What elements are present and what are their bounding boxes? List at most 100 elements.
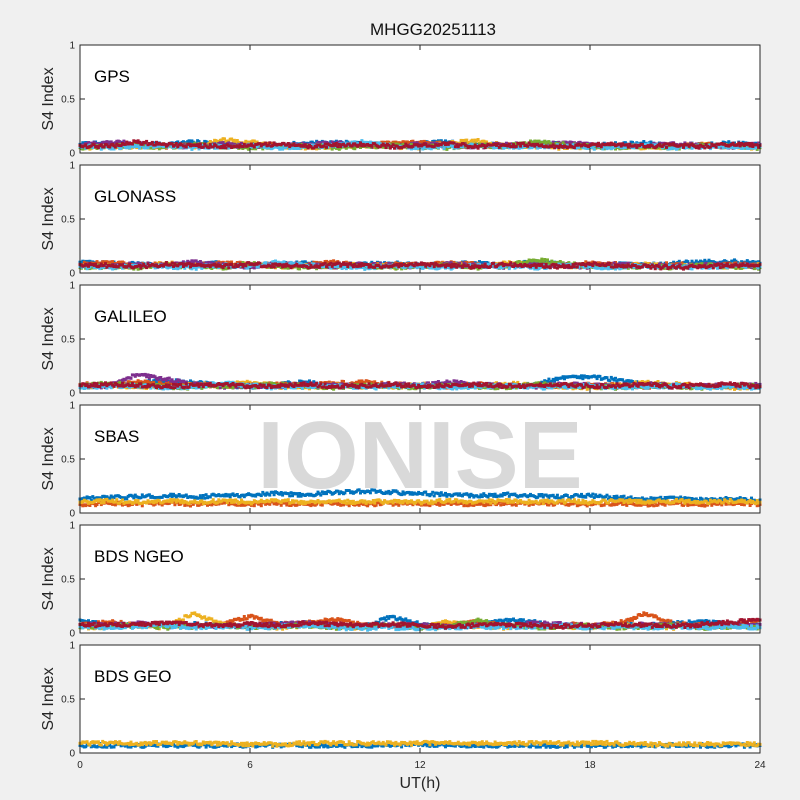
data-point <box>640 142 644 146</box>
data-point <box>204 140 208 144</box>
data-point <box>708 145 712 149</box>
data-point <box>258 142 262 146</box>
data-point <box>138 146 141 150</box>
data-point <box>510 145 514 149</box>
data-point <box>446 142 450 146</box>
data-point <box>751 260 755 263</box>
data-point <box>295 147 299 150</box>
data-point <box>543 139 547 143</box>
data-point <box>432 141 436 145</box>
data-point <box>733 146 736 150</box>
data-point <box>136 144 140 148</box>
data-point <box>694 259 698 263</box>
data-point <box>125 146 129 150</box>
data-point <box>748 260 752 264</box>
data-point <box>268 141 272 145</box>
data-point <box>285 143 289 147</box>
data-point <box>429 147 433 151</box>
data-point <box>339 140 343 144</box>
data-point <box>364 140 368 144</box>
data-point <box>153 143 157 147</box>
data-point <box>507 142 511 146</box>
data-point <box>465 144 469 148</box>
data-point <box>594 142 598 146</box>
data-point <box>485 140 489 144</box>
data-point <box>696 144 700 148</box>
data-point <box>193 141 197 145</box>
data-point <box>240 141 243 145</box>
plot-area <box>80 165 760 273</box>
data-point <box>370 144 374 148</box>
data-point <box>592 147 596 151</box>
data-point <box>757 145 761 149</box>
data-point <box>572 146 576 150</box>
data-point <box>393 146 396 150</box>
data-point <box>750 142 753 146</box>
data-point <box>517 146 521 150</box>
data-point <box>551 143 555 147</box>
plot-area <box>80 45 760 153</box>
data-point <box>92 143 96 147</box>
data-point <box>109 140 113 144</box>
data-point <box>359 141 362 145</box>
data-point <box>472 145 476 149</box>
data-point <box>264 141 268 145</box>
data-point <box>717 145 721 149</box>
data-point <box>742 144 746 148</box>
data-point <box>262 145 266 149</box>
data-point <box>748 144 752 148</box>
data-point <box>735 143 739 147</box>
data-point <box>140 142 144 146</box>
data-point <box>203 142 207 146</box>
data-point <box>218 141 222 145</box>
data-point <box>582 142 586 146</box>
data-point <box>567 145 571 149</box>
data-point <box>208 140 212 143</box>
data-point <box>621 146 625 150</box>
data-point <box>738 144 742 148</box>
data-point <box>249 142 253 146</box>
data-point <box>223 144 226 148</box>
data-point <box>439 143 443 147</box>
data-point <box>271 144 275 147</box>
data-point <box>315 145 319 149</box>
data-point <box>547 140 551 144</box>
data-point <box>391 143 395 147</box>
data-point <box>694 146 698 150</box>
data-point <box>207 146 211 150</box>
data-point <box>619 144 623 148</box>
y-tick-label: 1 <box>69 41 75 52</box>
data-point <box>89 144 93 148</box>
data-point <box>271 146 275 150</box>
data-point <box>138 140 141 144</box>
data-point <box>570 140 574 144</box>
data-point <box>322 144 326 148</box>
data-point <box>747 142 751 145</box>
data-point <box>415 141 419 145</box>
data-point <box>452 141 456 145</box>
data-point <box>578 140 582 144</box>
data-point <box>723 142 727 146</box>
data-point <box>568 143 572 147</box>
data-point <box>272 141 276 145</box>
data-point <box>384 146 388 150</box>
data-point <box>533 144 537 148</box>
data-point <box>333 143 337 147</box>
data-point <box>227 141 231 145</box>
data-point <box>353 147 357 151</box>
data-point <box>751 145 755 148</box>
data-point <box>465 138 469 142</box>
data-point <box>519 144 523 148</box>
data-point <box>553 146 557 150</box>
data-point <box>628 142 632 146</box>
data-point <box>476 146 480 150</box>
data-point <box>512 143 515 147</box>
data-point <box>266 146 270 150</box>
data-point <box>198 142 202 146</box>
data-point <box>95 260 99 264</box>
data-point <box>241 145 245 149</box>
data-point <box>187 142 191 146</box>
data-point <box>266 143 270 147</box>
data-point <box>224 146 228 150</box>
